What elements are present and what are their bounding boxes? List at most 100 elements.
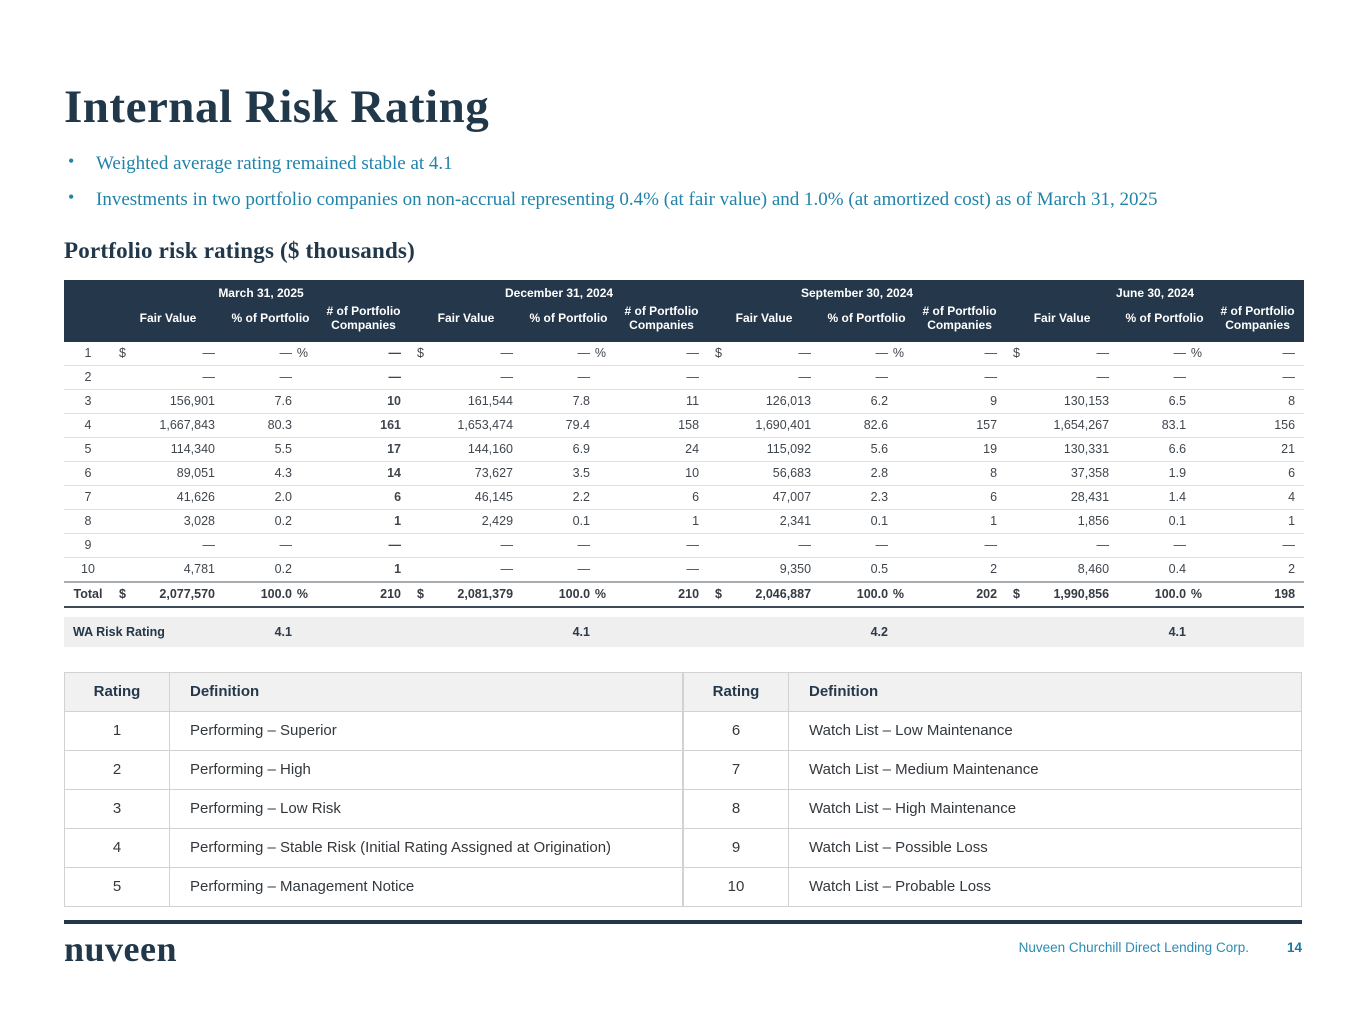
dollar-cell: $ <box>708 341 737 366</box>
fair-value-cell: 114,340 <box>140 436 224 462</box>
fair-value-cell: 2,429 <box>438 508 523 534</box>
fair-value-cell: 47,007 <box>736 484 821 510</box>
definition-row: 5 Performing – Management Notice <box>64 866 683 907</box>
rating-row: 2 — — — — — — — — — — — — <box>64 364 1305 390</box>
pct-value: 100.0 <box>558 587 591 602</box>
num-companies-cell: — <box>615 556 709 582</box>
dollar-cell <box>1006 532 1035 558</box>
rating-label-cell: 8 <box>64 508 112 534</box>
num-companies-cell: 2 <box>1211 556 1305 582</box>
pct-portfolio-cell: — <box>1118 532 1212 558</box>
pct-value: 7.8 <box>572 394 591 409</box>
pct-portfolio-cell: 2.2 <box>522 484 616 510</box>
fair-value-cell: 2,341 <box>736 508 821 534</box>
fair-value-cell: 126,013 <box>736 388 821 414</box>
fair-value-cell: — <box>438 556 523 582</box>
footer-rule <box>64 919 1302 924</box>
fair-value-cell: 1,856 <box>1034 508 1119 534</box>
definition-text-cell: Performing – Stable Risk (Initial Rating… <box>169 827 683 868</box>
dollar-cell: $ <box>1006 580 1035 608</box>
num-companies-cell: 1 <box>1211 508 1305 534</box>
dollar-cell <box>410 460 439 486</box>
num-companies-cell: 1 <box>913 508 1007 534</box>
dollar-cell <box>1006 484 1035 510</box>
fair-value-cell: 9,350 <box>736 556 821 582</box>
rating-label-cell: 4 <box>64 412 112 438</box>
pct-suffix: % <box>892 587 905 602</box>
rating-row: 5 114,340 5.5 17 144,160 6.9 24 115,092 5.6 19 130… <box>64 436 1305 462</box>
num-companies-cell: 1 <box>317 556 411 582</box>
definition-row: 8 Watch List – High Maintenance <box>683 788 1302 829</box>
fair-value-cell: 41,626 <box>140 484 224 510</box>
definition-row: 1 Performing – Superior <box>64 710 683 751</box>
dollar-cell <box>410 556 439 582</box>
wa-spacer <box>410 616 438 647</box>
fair-value-cell: 2,077,570 <box>140 580 224 608</box>
pct-portfolio-cell: 6.6 <box>1118 436 1212 462</box>
dollar-cell <box>112 388 140 414</box>
pct-portfolio-cell: 1.9 <box>1118 460 1212 486</box>
pct-value: 2.8 <box>870 466 889 481</box>
pct-portfolio-cell: 3.5 <box>522 460 616 486</box>
rating-label-cell: 5 <box>64 436 112 462</box>
num-companies-cell: — <box>615 532 709 558</box>
pct-suffix: % <box>296 587 308 602</box>
definition-row: 9 Watch List – Possible Loss <box>683 827 1302 868</box>
num-companies-cell: 198 <box>1211 580 1305 608</box>
pct-value: 4.3 <box>274 466 292 481</box>
pct-portfolio-cell: 5.5 <box>224 436 317 462</box>
dollar-cell <box>410 508 439 534</box>
wa-spacer <box>736 616 820 647</box>
num-companies-cell: 6 <box>1211 460 1305 486</box>
bullet-item: • Investments in two portfolio companies … <box>64 187 1301 212</box>
dollar-cell: $ <box>112 341 140 366</box>
dollar-cell <box>1006 460 1035 486</box>
fair-value-cell: — <box>140 364 224 390</box>
num-companies-cell: 2 <box>913 556 1007 582</box>
pct-value: 83.1 <box>1161 418 1187 433</box>
definition-text-cell: Performing – High <box>169 749 683 790</box>
pct-value: 1.4 <box>1168 490 1187 505</box>
pct-value: 2.0 <box>274 490 292 505</box>
dollar-cell <box>410 388 439 414</box>
fair-value-cell: — <box>438 364 523 390</box>
definition-rating-cell: 4 <box>64 827 170 868</box>
num-companies-cell: — <box>317 341 411 366</box>
definition-rating-cell: 5 <box>64 866 170 907</box>
dollar-cell <box>708 388 737 414</box>
pct-value: 6.9 <box>572 442 591 457</box>
dollar-cell <box>708 508 737 534</box>
pct-value: 100.0 <box>1154 587 1187 602</box>
dollar-cell <box>708 436 737 462</box>
footer-company: Nuveen Churchill Direct Lending Corp. <box>1018 939 1249 955</box>
num-companies-cell: 4 <box>1211 484 1305 510</box>
num-companies-cell: 1 <box>317 508 411 534</box>
pct-portfolio-cell: 0.1 <box>1118 508 1212 534</box>
dollar-cell <box>112 508 140 534</box>
pct-value: 6.5 <box>1168 394 1187 409</box>
period-header: March 31, 2025 <box>112 280 411 303</box>
pct-suffix: % <box>594 346 607 361</box>
dollar-cell: $ <box>410 580 439 608</box>
definition-rating-cell: 1 <box>64 710 170 751</box>
pct-portfolio-cell: 6.9 <box>522 436 616 462</box>
definition-header-rating: Rating <box>64 671 170 712</box>
pct-value: — <box>875 346 889 361</box>
wa-spacer <box>1211 616 1304 647</box>
rating-label-cell: 10 <box>64 556 112 582</box>
pct-value: 80.3 <box>267 418 292 433</box>
fair-value-cell: — <box>1034 364 1119 390</box>
num-companies-cell: 9 <box>913 388 1007 414</box>
pct-portfolio-cell: 2.3 <box>820 484 914 510</box>
pct-suffix: % <box>892 346 905 361</box>
dollar-cell <box>1006 436 1035 462</box>
fair-value-cell: 1,667,843 <box>140 412 224 438</box>
pct-portfolio-cell: 0.5 <box>820 556 914 582</box>
num-companies-cell: 24 <box>615 436 709 462</box>
dollar-cell <box>410 364 439 390</box>
pct-value: 2.3 <box>870 490 889 505</box>
num-companies-cell: 8 <box>1211 388 1305 414</box>
pct-value: 5.6 <box>870 442 889 457</box>
column-header-fair-value: Fair Value <box>112 302 224 342</box>
rating-row: 7 41,626 2.0 6 46,145 2.2 6 47,007 2.3 6 28,431 1.4… <box>64 484 1305 510</box>
